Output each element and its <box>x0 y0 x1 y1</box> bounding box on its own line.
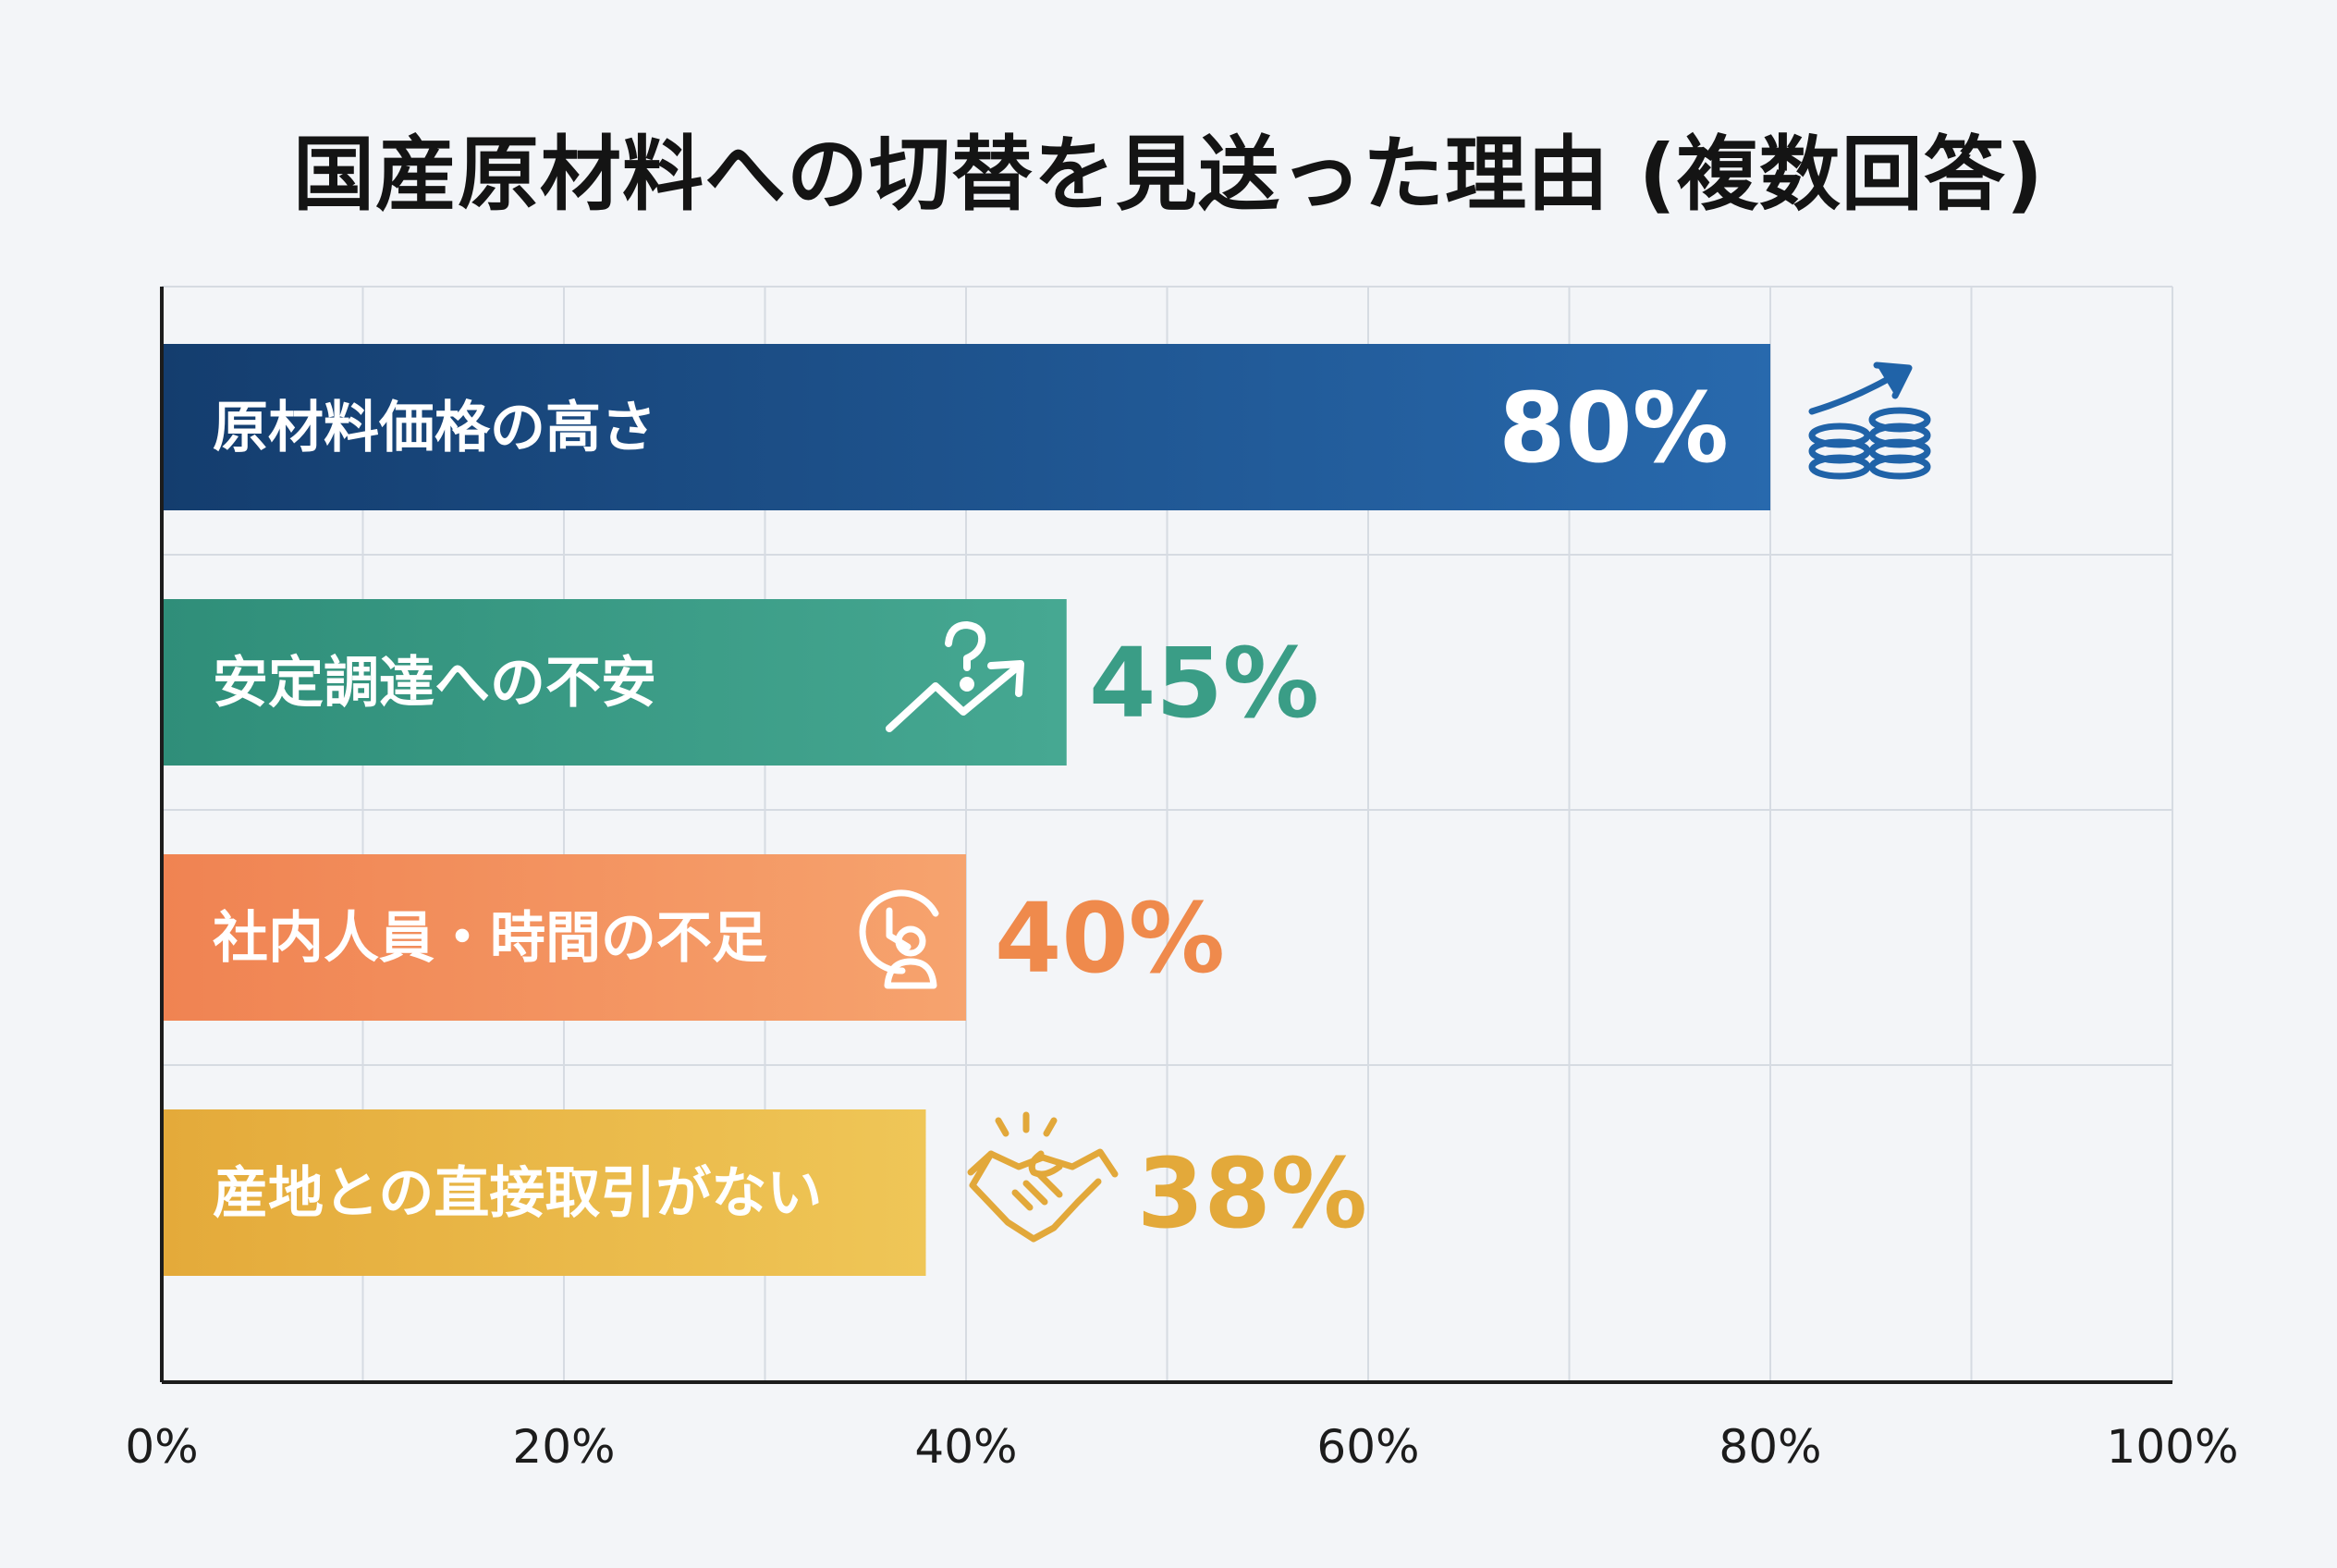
value-label-2: 45% <box>1089 627 1319 740</box>
bar-icons <box>859 361 1931 1243</box>
axes: 0% 20% 40% 60% 80% 100% <box>125 287 2238 1474</box>
value-label-3: 40% <box>995 882 1225 995</box>
uncertain-trend-icon <box>886 621 1024 732</box>
x-tick-label: 60% <box>1316 1420 1419 1474</box>
bar-4 <box>162 1109 926 1276</box>
bar-label-2: 安定調達への不安 <box>213 651 656 716</box>
handshake-icon <box>967 1111 1119 1243</box>
coins-growth-icon <box>1808 361 1931 480</box>
bar-1 <box>162 344 1770 510</box>
bar-label-1: 原材料価格の高さ <box>213 396 656 460</box>
x-tick-label: 80% <box>1719 1420 1821 1474</box>
value-label-1: 80% <box>1499 372 1729 484</box>
bar-2 <box>162 599 1067 766</box>
bar-label-3: 社内人員・時間の不足 <box>213 906 767 971</box>
bar-label-4: 産地との直接取引がない <box>213 1161 822 1226</box>
bar-3 <box>162 854 966 1021</box>
x-tick-label: 0% <box>125 1420 198 1474</box>
chart-title: 国産原材料への切替を見送った理由 (複数回答) <box>292 127 2045 222</box>
x-tick-label: 20% <box>512 1420 615 1474</box>
x-tick-label: 100% <box>2107 1420 2239 1474</box>
x-tick-label: 40% <box>914 1420 1017 1474</box>
clock-person-icon <box>859 889 939 989</box>
value-label-4: 38% <box>1137 1137 1367 1250</box>
